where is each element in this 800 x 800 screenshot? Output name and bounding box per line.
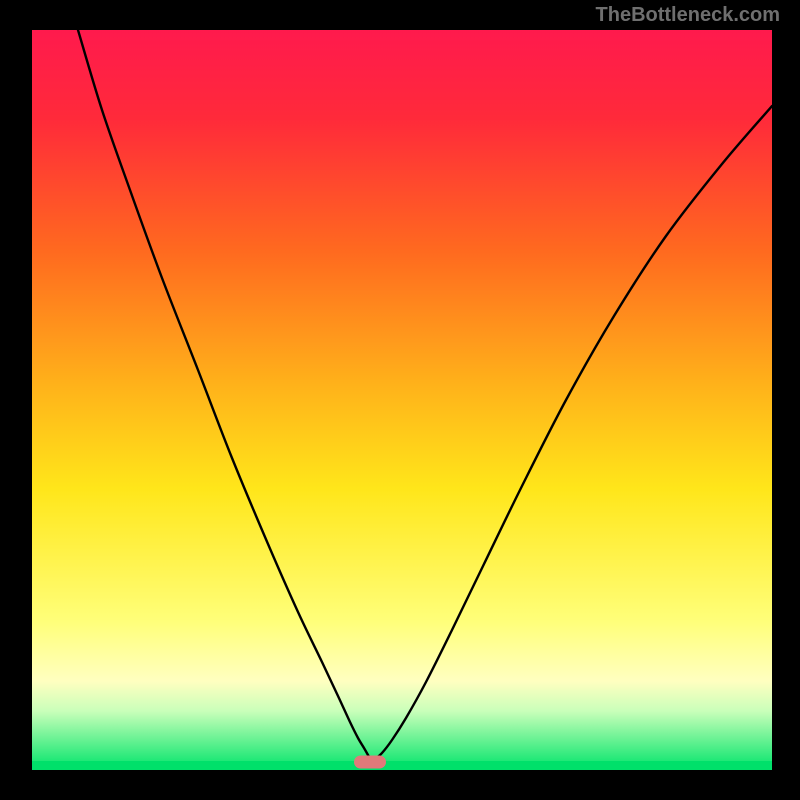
bottleneck-marker [354, 756, 386, 769]
chart-frame: TheBottleneck.com [0, 0, 800, 800]
green-baseline-bar [32, 761, 772, 770]
watermark-text: TheBottleneck.com [596, 4, 780, 27]
curve-path [78, 30, 772, 760]
plot-area [32, 30, 772, 770]
bottleneck-curve [32, 30, 772, 770]
